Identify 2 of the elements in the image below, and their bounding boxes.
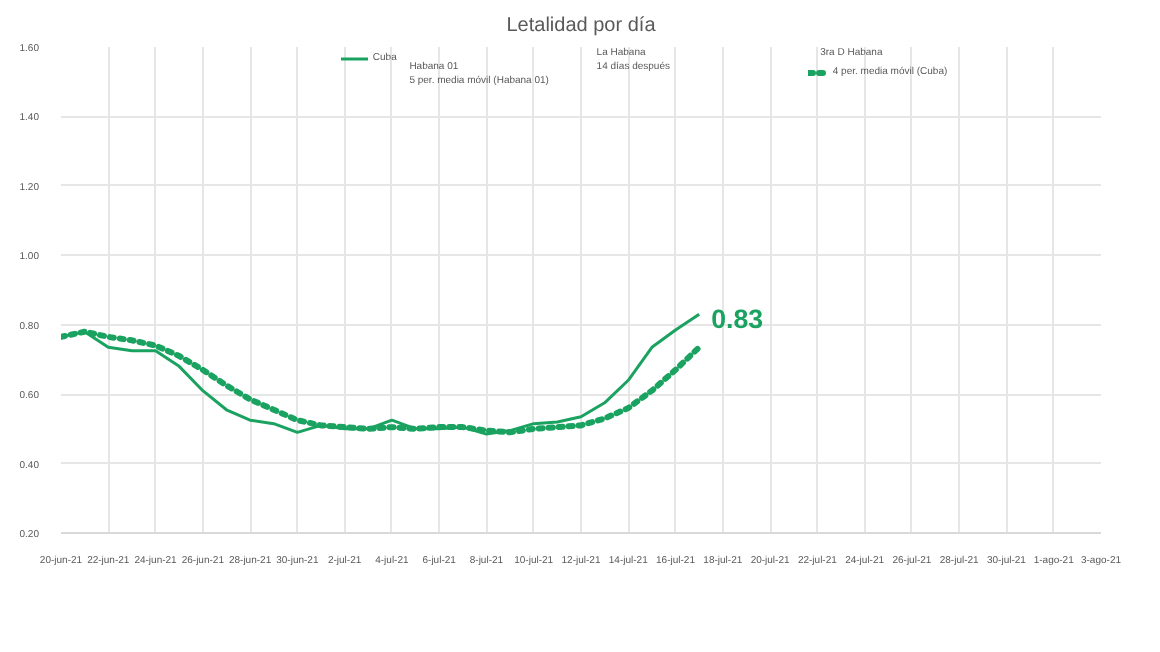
- data-label: 0.83: [711, 304, 764, 335]
- chart-title: Letalidad por día: [506, 15, 657, 37]
